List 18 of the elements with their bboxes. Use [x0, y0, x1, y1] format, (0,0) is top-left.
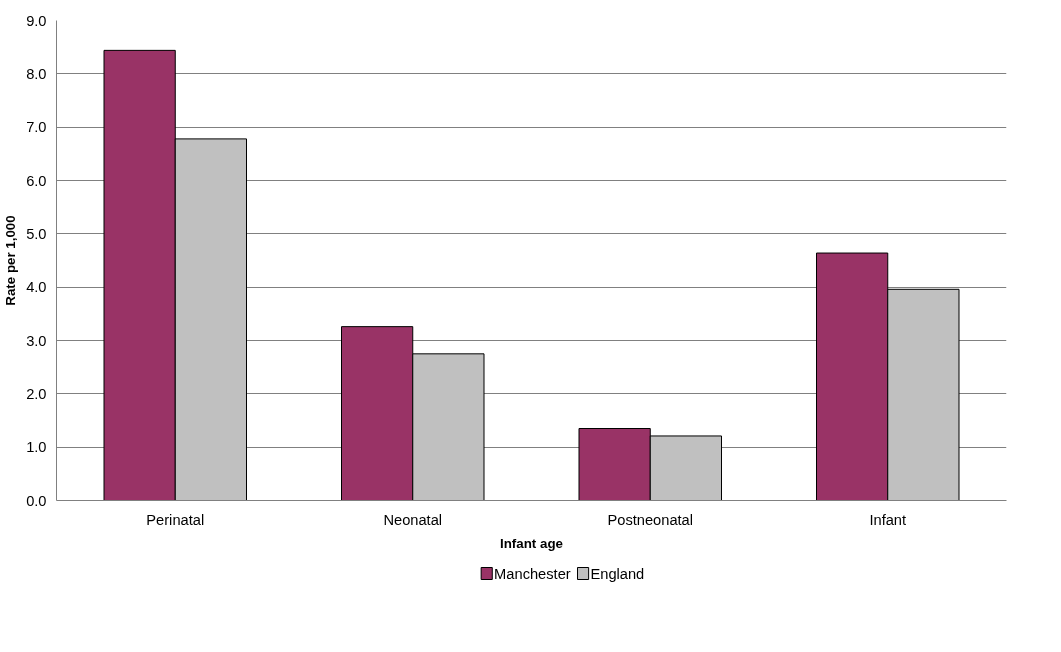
- y-tick-label: 6.0: [26, 172, 47, 189]
- y-tick-label: 5.0: [26, 225, 47, 242]
- y-tick-label: 2.0: [26, 385, 47, 402]
- y-tick-label: 8.0: [26, 65, 47, 82]
- y-tick-label: 3.0: [26, 332, 47, 349]
- x-axis-title: Infant age: [500, 535, 563, 551]
- y-tick-label: 9.0: [26, 12, 47, 29]
- legend-label: England: [590, 565, 645, 582]
- y-tick-label: 0.0: [26, 492, 47, 509]
- y-tick-label: 1.0: [26, 439, 47, 456]
- y-tick-label: 4.0: [26, 279, 47, 296]
- x-tick-label: Infant: [869, 511, 907, 528]
- y-axis-title: Rate per 1,000: [3, 215, 19, 306]
- x-tick-label: Perinatal: [146, 511, 205, 528]
- y-tick-label: 7.0: [26, 119, 47, 136]
- legend-label: Manchester: [494, 565, 571, 582]
- x-tick-label: Postneonatal: [607, 511, 694, 528]
- x-tick-label: Neonatal: [383, 511, 443, 528]
